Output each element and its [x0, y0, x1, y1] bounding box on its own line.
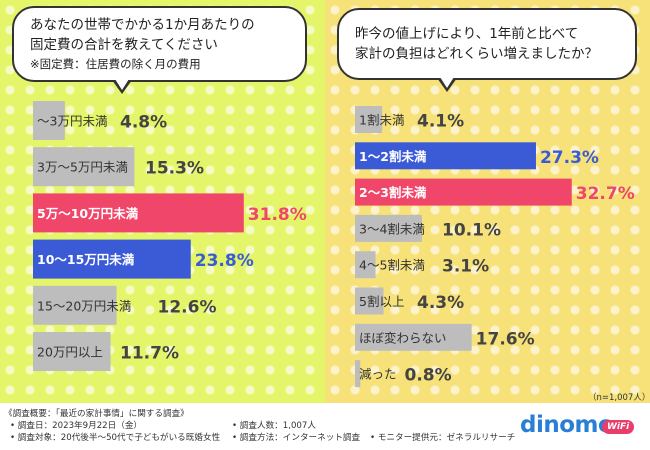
- bar-value-1-1: 27.3%: [540, 148, 599, 168]
- bar-value-0-2: 31.8%: [248, 205, 307, 225]
- bar-label-1-4: 4～5割未満: [359, 258, 425, 273]
- bar-1-0: [355, 106, 383, 133]
- bar-value-1-5: 4.3%: [417, 293, 464, 313]
- bar-value-1-4: 3.1%: [442, 257, 489, 277]
- left-question-note: ※固定費：住居費の除く月の費用: [30, 57, 201, 72]
- bar-label-1-5: 5割以上: [359, 294, 404, 309]
- right-question-bubble: 昨今の値上げにより、1年前と比べて 家計の負担はどれくらい増えましたか？: [337, 8, 637, 80]
- footer-provider: • モニター提供元：ゼネラルリサーチ: [370, 433, 516, 443]
- bar-label-0-0: ～3万円未満: [37, 114, 107, 129]
- bar-0-4: [33, 285, 117, 325]
- bar-value-1-2: 32.7%: [576, 184, 635, 204]
- bar-value-1-7: 0.8%: [405, 366, 452, 386]
- bar-0-1: [33, 147, 135, 187]
- bar-label-1-3: 3～4割未満: [359, 221, 425, 236]
- bar-label-0-2: 5万～10万円未満: [37, 206, 139, 221]
- footer-date: • 調査日：2023年9月22日（金）: [10, 421, 143, 431]
- footer-overview: 《調査概要：「最近の家計事情」に関する調査》: [4, 409, 189, 419]
- bar-label-0-4: 15～20万円未満: [37, 298, 131, 313]
- footer: 《調査概要：「最近の家計事情」に関する調査》 • 調査日：2023年9月22日（…: [0, 403, 650, 450]
- bar-0-3: [33, 239, 191, 279]
- bar-value-1-3: 10.1%: [442, 220, 501, 240]
- bar-1-5: [355, 287, 384, 315]
- bar-value-1-0: 4.1%: [417, 112, 464, 132]
- right-question-text: 昨今の値上げにより、1年前と比べて 家計の負担はどれくらい増えましたか？: [355, 26, 598, 62]
- bar-label-1-2: 2～3割未満: [359, 185, 427, 200]
- bar-value-0-1: 15.3%: [145, 159, 204, 179]
- dinomo-logo: dinomo: [520, 412, 614, 438]
- bar-value-0-4: 12.6%: [158, 297, 217, 317]
- footer-method: • 調査方法：インターネット調査: [232, 433, 361, 443]
- right-sample-size: （n=1,007人）: [588, 393, 650, 403]
- bar-1-2: [355, 178, 572, 206]
- wifi-badge: WiFi: [602, 420, 635, 434]
- footer-count: • 調査人数：1,007人: [232, 421, 316, 431]
- charts-canvas: ～3万円未満 4.8% 3万～5万円未満 15.3% 5万～10万円未満 31.8% 10～…: [33, 101, 635, 388]
- left-question-bubble: あなたの世帯でかかる1か月あたりの 固定費の合計を教えてください ※固定費：住居…: [12, 6, 307, 82]
- bar-1-3: [355, 214, 422, 242]
- bar-label-1-7: 減った: [359, 367, 397, 382]
- bar-label-0-1: 3万～5万円未満: [37, 160, 128, 175]
- bar-1-1: [355, 142, 536, 170]
- bar-0-5: [33, 332, 111, 371]
- bar-0-2: [33, 193, 244, 233]
- bar-label-1-1: 1～2割未満: [359, 149, 427, 164]
- bar-label-1-0: 1割未満: [359, 113, 404, 128]
- bar-value-1-6: 17.6%: [476, 329, 535, 349]
- bar-1-7: [355, 360, 361, 388]
- bar-value-0-0: 4.8%: [120, 113, 167, 133]
- bar-label-0-3: 10～15万円未満: [37, 252, 135, 267]
- bar-1-4: [355, 251, 376, 279]
- bar-0-0: [33, 101, 65, 140]
- bar-value-0-5: 11.7%: [120, 344, 179, 364]
- bar-1-6: [355, 323, 472, 351]
- bar-label-1-6: ほぼ変わらない: [359, 330, 447, 345]
- bar-label-0-5: 20万円以上: [37, 345, 103, 360]
- footer-target: • 調査対象：20代後半～50代で子どもがいる既婚女性: [10, 433, 221, 443]
- bar-value-0-3: 23.8%: [195, 251, 254, 271]
- left-question-text: あなたの世帯でかかる1か月あたりの 固定費の合計を教えてください: [30, 17, 255, 53]
